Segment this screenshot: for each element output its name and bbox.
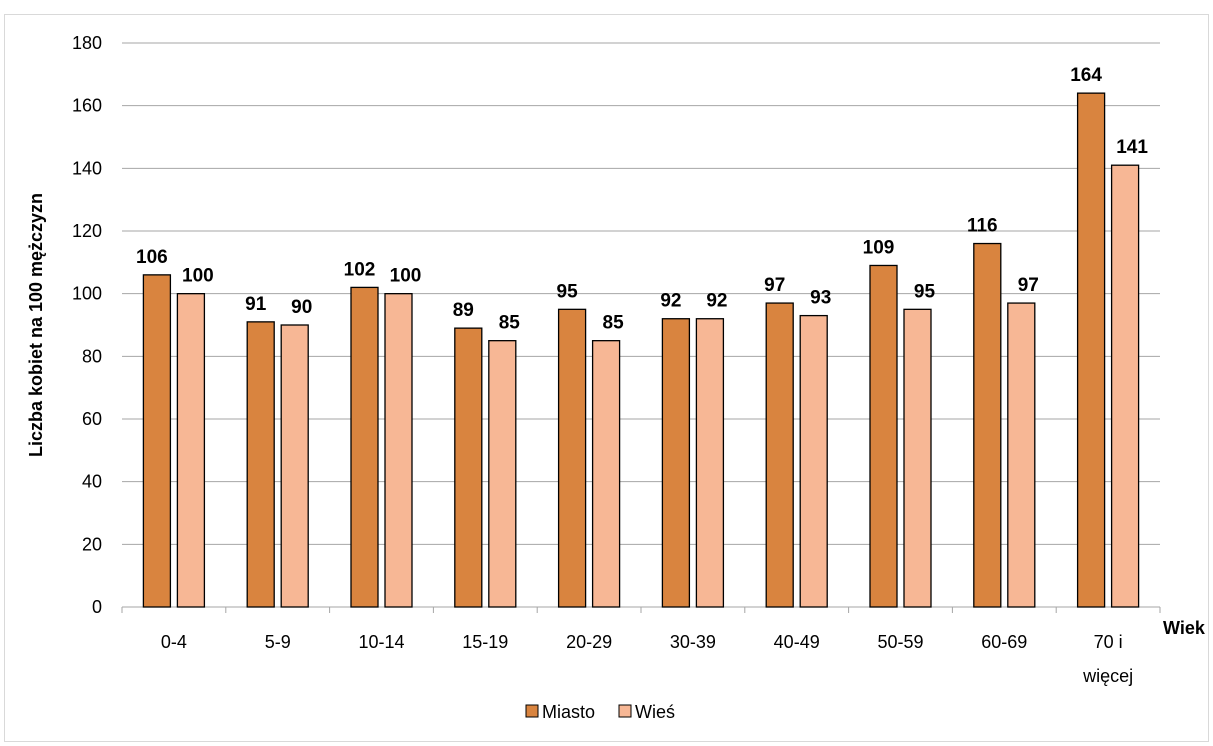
bar-miasto bbox=[765, 302, 794, 608]
data-label: 100 bbox=[390, 266, 422, 287]
bar-wieś bbox=[799, 314, 828, 608]
y-tick-label: 160 bbox=[72, 96, 102, 116]
y-tick-label: 60 bbox=[82, 409, 102, 429]
bar-wieś bbox=[1110, 164, 1140, 608]
x-axis-label: Wiek bbox=[1163, 618, 1206, 638]
bar-miasto bbox=[869, 264, 898, 608]
data-label: 85 bbox=[499, 313, 521, 334]
bar-wieś bbox=[280, 324, 309, 608]
legend-swatch-wieś bbox=[618, 704, 632, 718]
data-label: 102 bbox=[344, 259, 376, 280]
x-tick-label: 40-49 bbox=[774, 632, 820, 652]
y-tick-label: 120 bbox=[72, 221, 102, 241]
bar-wieś bbox=[176, 293, 206, 608]
bar-wieś bbox=[591, 340, 621, 608]
x-tick-label: 20-29 bbox=[566, 632, 612, 652]
data-label: 97 bbox=[1018, 275, 1039, 296]
x-tick-label: 15-19 bbox=[462, 632, 508, 652]
x-tick-label: 30-39 bbox=[670, 632, 716, 652]
y-tick-label: 20 bbox=[82, 534, 102, 554]
y-tick-label: 140 bbox=[72, 158, 102, 178]
y-tick-label: 80 bbox=[82, 346, 102, 366]
x-tick-label: 50-59 bbox=[877, 632, 923, 652]
bar-miasto bbox=[246, 321, 275, 608]
data-label: 106 bbox=[136, 247, 168, 268]
x-tick-label: więcej bbox=[1082, 666, 1133, 686]
y-tick-label: 100 bbox=[72, 284, 102, 304]
data-label: 92 bbox=[706, 291, 727, 312]
bar-wieś bbox=[903, 308, 932, 608]
bar-miasto bbox=[142, 274, 172, 608]
data-label: 109 bbox=[863, 237, 895, 258]
y-tick-label: 180 bbox=[72, 33, 102, 53]
data-label: 92 bbox=[660, 291, 681, 312]
data-label: 91 bbox=[245, 294, 267, 315]
x-tick-label: 70 i bbox=[1094, 632, 1123, 652]
data-label: 100 bbox=[182, 266, 214, 287]
bar-wieś bbox=[384, 293, 413, 608]
bar-miasto bbox=[350, 286, 379, 608]
data-label: 141 bbox=[1116, 137, 1148, 158]
data-label: 85 bbox=[603, 313, 625, 334]
data-label: 116 bbox=[967, 216, 998, 237]
bar-miasto bbox=[557, 308, 587, 608]
data-label: 95 bbox=[914, 281, 936, 302]
bar-wieś bbox=[488, 340, 517, 608]
x-tick-label: 60-69 bbox=[981, 632, 1027, 652]
bar-miasto bbox=[661, 318, 691, 608]
x-tick-label: 5-9 bbox=[265, 632, 291, 652]
data-label: 93 bbox=[810, 288, 831, 309]
x-tick-label: 0-4 bbox=[161, 632, 187, 652]
y-tick-label: 40 bbox=[82, 472, 102, 492]
x-tick-label: 10-14 bbox=[358, 632, 404, 652]
y-tick-label: 0 bbox=[92, 597, 102, 617]
legend-label: Miasto bbox=[542, 702, 595, 722]
data-label: 89 bbox=[453, 300, 474, 321]
data-label: 164 bbox=[1070, 65, 1102, 86]
bar-miasto bbox=[973, 242, 1002, 608]
y-axis-label: Liczba kobiet na 100 mężczyzn bbox=[26, 193, 46, 457]
data-label: 90 bbox=[291, 297, 312, 318]
data-label: 95 bbox=[557, 281, 579, 302]
bar-wieś bbox=[695, 318, 725, 608]
data-label: 97 bbox=[764, 275, 785, 296]
bar-wieś bbox=[1007, 302, 1036, 608]
bar-miasto bbox=[454, 327, 483, 608]
bar-miasto bbox=[1076, 92, 1106, 608]
legend-label: Wieś bbox=[635, 702, 675, 722]
legend-swatch-miasto bbox=[525, 704, 539, 718]
